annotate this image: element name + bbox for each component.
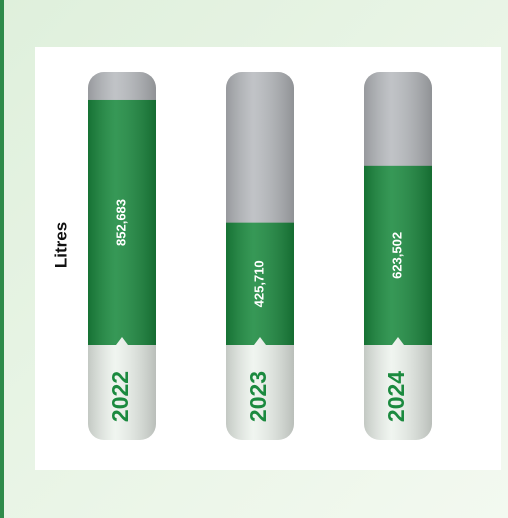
column [364,72,432,440]
left-border [0,0,4,518]
x-tick-label: 2023 [245,371,271,422]
value-label: 623,502 [389,232,404,279]
shade [226,72,294,440]
column [226,72,294,440]
shade [364,72,432,440]
value-label: 852,683 [113,199,128,246]
value-label: 425,710 [251,260,266,307]
x-tick-label: 2022 [107,371,133,422]
x-tick-label: 2024 [383,371,409,422]
shade [88,72,156,440]
y-axis-label: Litres [51,222,70,268]
column [88,72,156,440]
